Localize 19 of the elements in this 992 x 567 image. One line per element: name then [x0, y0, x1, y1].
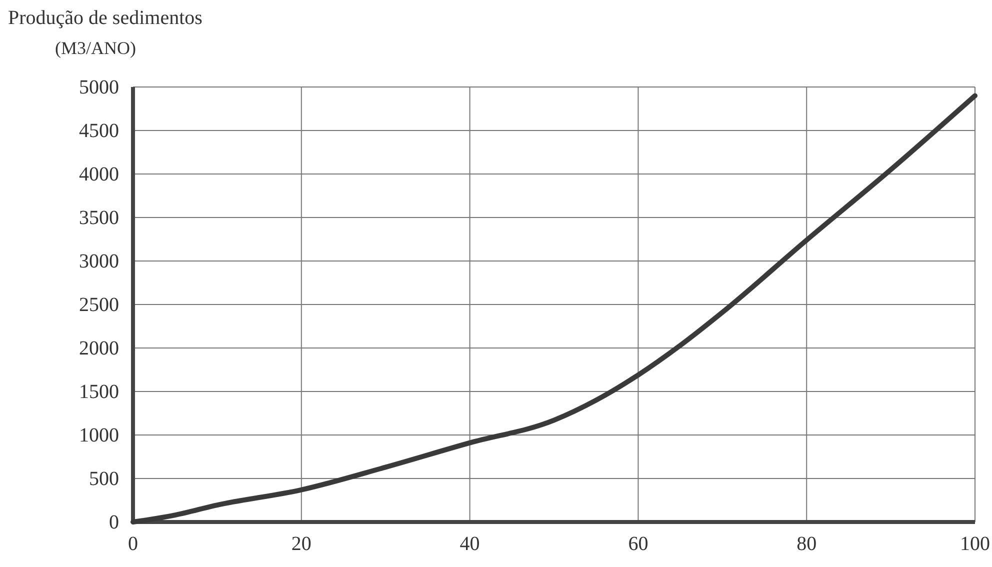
- x-tick-label: 0: [128, 533, 138, 556]
- chart-title: Produção de sedimentos: [8, 7, 203, 29]
- y-tick-label: 0: [109, 511, 119, 534]
- y-tick-label: 4500: [79, 120, 119, 142]
- y-tick-label: 4000: [79, 163, 119, 186]
- x-tick-label: 60: [628, 533, 648, 556]
- x-tick-label: 80: [796, 533, 817, 556]
- y-axis-title: (M3/ANO): [55, 38, 136, 58]
- y-tick-label: 1000: [79, 424, 119, 446]
- y-tick-label: 2500: [79, 294, 119, 316]
- y-tick-label: 5000: [79, 76, 119, 98]
- y-tick-label: 2000: [79, 337, 119, 360]
- x-tick-label: 20: [291, 533, 312, 556]
- y-tick-label: 1500: [79, 380, 119, 403]
- y-tick-label: 3500: [79, 206, 119, 229]
- y-tick-label: 3000: [79, 250, 119, 272]
- y-tick-label: 500: [89, 468, 119, 490]
- x-tick-label: 40: [460, 533, 480, 556]
- x-tick-label: 100: [960, 533, 990, 556]
